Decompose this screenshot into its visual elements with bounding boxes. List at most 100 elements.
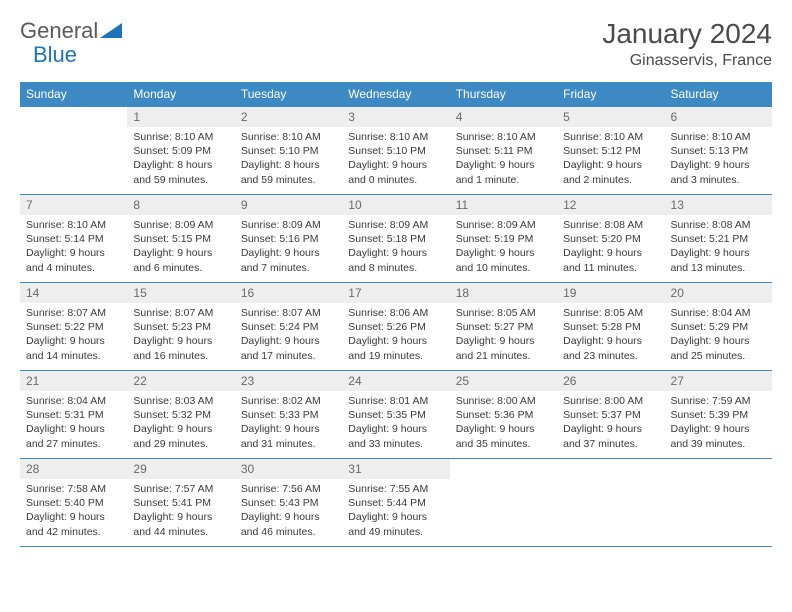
calendar-day-cell: 13Sunrise: 8:08 AMSunset: 5:21 PMDayligh…	[665, 195, 772, 283]
weekday-header: Wednesday	[342, 82, 449, 107]
calendar-day-cell	[20, 107, 127, 195]
day-number: 2	[235, 107, 342, 127]
day-details: Sunrise: 8:09 AMSunset: 5:15 PMDaylight:…	[127, 215, 234, 281]
header: General January 2024 Ginasservis, France	[20, 18, 772, 70]
day-number: 15	[127, 283, 234, 303]
calendar-day-cell: 26Sunrise: 8:00 AMSunset: 5:37 PMDayligh…	[557, 371, 664, 459]
day-number: 22	[127, 371, 234, 391]
calendar-day-cell: 21Sunrise: 8:04 AMSunset: 5:31 PMDayligh…	[20, 371, 127, 459]
brand-logo: General	[20, 18, 124, 44]
calendar-day-cell: 3Sunrise: 8:10 AMSunset: 5:10 PMDaylight…	[342, 107, 449, 195]
calendar-day-cell: 10Sunrise: 8:09 AMSunset: 5:18 PMDayligh…	[342, 195, 449, 283]
calendar-day-cell: 20Sunrise: 8:04 AMSunset: 5:29 PMDayligh…	[665, 283, 772, 371]
day-number: 11	[450, 195, 557, 215]
day-number: 12	[557, 195, 664, 215]
calendar-day-cell: 15Sunrise: 8:07 AMSunset: 5:23 PMDayligh…	[127, 283, 234, 371]
day-details: Sunrise: 8:01 AMSunset: 5:35 PMDaylight:…	[342, 391, 449, 457]
day-number: 4	[450, 107, 557, 127]
day-number: 14	[20, 283, 127, 303]
calendar-day-cell: 9Sunrise: 8:09 AMSunset: 5:16 PMDaylight…	[235, 195, 342, 283]
day-number: 31	[342, 459, 449, 479]
calendar-week-row: 28Sunrise: 7:58 AMSunset: 5:40 PMDayligh…	[20, 459, 772, 547]
day-number: 29	[127, 459, 234, 479]
day-details: Sunrise: 8:00 AMSunset: 5:37 PMDaylight:…	[557, 391, 664, 457]
day-number: 18	[450, 283, 557, 303]
day-details: Sunrise: 8:00 AMSunset: 5:36 PMDaylight:…	[450, 391, 557, 457]
day-details: Sunrise: 8:07 AMSunset: 5:23 PMDaylight:…	[127, 303, 234, 369]
calendar-day-cell: 22Sunrise: 8:03 AMSunset: 5:32 PMDayligh…	[127, 371, 234, 459]
weekday-header: Thursday	[450, 82, 557, 107]
day-number: 8	[127, 195, 234, 215]
weekday-header: Sunday	[20, 82, 127, 107]
day-details: Sunrise: 8:04 AMSunset: 5:29 PMDaylight:…	[665, 303, 772, 369]
weekday-header: Friday	[557, 82, 664, 107]
calendar-day-cell: 31Sunrise: 7:55 AMSunset: 5:44 PMDayligh…	[342, 459, 449, 547]
day-details: Sunrise: 7:57 AMSunset: 5:41 PMDaylight:…	[127, 479, 234, 545]
calendar-day-cell: 16Sunrise: 8:07 AMSunset: 5:24 PMDayligh…	[235, 283, 342, 371]
day-number: 25	[450, 371, 557, 391]
day-number: 28	[20, 459, 127, 479]
day-details: Sunrise: 8:05 AMSunset: 5:27 PMDaylight:…	[450, 303, 557, 369]
calendar-day-cell	[665, 459, 772, 547]
day-details: Sunrise: 8:07 AMSunset: 5:24 PMDaylight:…	[235, 303, 342, 369]
day-details: Sunrise: 8:04 AMSunset: 5:31 PMDaylight:…	[20, 391, 127, 457]
day-number: 9	[235, 195, 342, 215]
calendar-day-cell: 12Sunrise: 8:08 AMSunset: 5:20 PMDayligh…	[557, 195, 664, 283]
title-block: January 2024 Ginasservis, France	[602, 18, 772, 70]
calendar-week-row: 7Sunrise: 8:10 AMSunset: 5:14 PMDaylight…	[20, 195, 772, 283]
calendar-day-cell: 4Sunrise: 8:10 AMSunset: 5:11 PMDaylight…	[450, 107, 557, 195]
calendar-day-cell: 14Sunrise: 8:07 AMSunset: 5:22 PMDayligh…	[20, 283, 127, 371]
calendar-body: 1Sunrise: 8:10 AMSunset: 5:09 PMDaylight…	[20, 107, 772, 547]
calendar-header-row: SundayMondayTuesdayWednesdayThursdayFrid…	[20, 82, 772, 107]
calendar-day-cell: 24Sunrise: 8:01 AMSunset: 5:35 PMDayligh…	[342, 371, 449, 459]
day-number: 21	[20, 371, 127, 391]
day-details: Sunrise: 8:02 AMSunset: 5:33 PMDaylight:…	[235, 391, 342, 457]
calendar-week-row: 1Sunrise: 8:10 AMSunset: 5:09 PMDaylight…	[20, 107, 772, 195]
day-details: Sunrise: 7:59 AMSunset: 5:39 PMDaylight:…	[665, 391, 772, 457]
day-number: 13	[665, 195, 772, 215]
weekday-header: Monday	[127, 82, 234, 107]
day-number: 16	[235, 283, 342, 303]
day-details: Sunrise: 8:03 AMSunset: 5:32 PMDaylight:…	[127, 391, 234, 457]
calendar-day-cell: 19Sunrise: 8:05 AMSunset: 5:28 PMDayligh…	[557, 283, 664, 371]
calendar-day-cell: 29Sunrise: 7:57 AMSunset: 5:41 PMDayligh…	[127, 459, 234, 547]
day-details: Sunrise: 8:10 AMSunset: 5:14 PMDaylight:…	[20, 215, 127, 281]
day-details: Sunrise: 7:55 AMSunset: 5:44 PMDaylight:…	[342, 479, 449, 545]
day-number: 20	[665, 283, 772, 303]
calendar-day-cell: 27Sunrise: 7:59 AMSunset: 5:39 PMDayligh…	[665, 371, 772, 459]
day-details: Sunrise: 8:10 AMSunset: 5:11 PMDaylight:…	[450, 127, 557, 193]
day-details: Sunrise: 8:10 AMSunset: 5:09 PMDaylight:…	[127, 127, 234, 193]
day-details: Sunrise: 8:10 AMSunset: 5:10 PMDaylight:…	[235, 127, 342, 193]
day-details: Sunrise: 8:09 AMSunset: 5:19 PMDaylight:…	[450, 215, 557, 281]
calendar-table: SundayMondayTuesdayWednesdayThursdayFrid…	[20, 82, 772, 547]
day-details: Sunrise: 8:08 AMSunset: 5:20 PMDaylight:…	[557, 215, 664, 281]
calendar-week-row: 14Sunrise: 8:07 AMSunset: 5:22 PMDayligh…	[20, 283, 772, 371]
day-number: 17	[342, 283, 449, 303]
day-number: 7	[20, 195, 127, 215]
day-details: Sunrise: 8:09 AMSunset: 5:18 PMDaylight:…	[342, 215, 449, 281]
day-number: 23	[235, 371, 342, 391]
day-details: Sunrise: 8:09 AMSunset: 5:16 PMDaylight:…	[235, 215, 342, 281]
calendar-day-cell: 5Sunrise: 8:10 AMSunset: 5:12 PMDaylight…	[557, 107, 664, 195]
calendar-day-cell: 8Sunrise: 8:09 AMSunset: 5:15 PMDaylight…	[127, 195, 234, 283]
calendar-day-cell: 18Sunrise: 8:05 AMSunset: 5:27 PMDayligh…	[450, 283, 557, 371]
day-number: 6	[665, 107, 772, 127]
day-details: Sunrise: 8:10 AMSunset: 5:10 PMDaylight:…	[342, 127, 449, 193]
day-number: 30	[235, 459, 342, 479]
day-number: 3	[342, 107, 449, 127]
day-details: Sunrise: 8:05 AMSunset: 5:28 PMDaylight:…	[557, 303, 664, 369]
calendar-day-cell: 17Sunrise: 8:06 AMSunset: 5:26 PMDayligh…	[342, 283, 449, 371]
day-details: Sunrise: 7:56 AMSunset: 5:43 PMDaylight:…	[235, 479, 342, 545]
day-details: Sunrise: 8:08 AMSunset: 5:21 PMDaylight:…	[665, 215, 772, 281]
day-number: 26	[557, 371, 664, 391]
brand-part1: General	[20, 18, 98, 44]
calendar-day-cell: 30Sunrise: 7:56 AMSunset: 5:43 PMDayligh…	[235, 459, 342, 547]
day-number: 24	[342, 371, 449, 391]
day-details: Sunrise: 8:10 AMSunset: 5:12 PMDaylight:…	[557, 127, 664, 193]
calendar-day-cell: 25Sunrise: 8:00 AMSunset: 5:36 PMDayligh…	[450, 371, 557, 459]
location-label: Ginasservis, France	[602, 52, 772, 70]
weekday-header: Saturday	[665, 82, 772, 107]
day-details: Sunrise: 7:58 AMSunset: 5:40 PMDaylight:…	[20, 479, 127, 545]
calendar-day-cell	[450, 459, 557, 547]
day-number: 10	[342, 195, 449, 215]
